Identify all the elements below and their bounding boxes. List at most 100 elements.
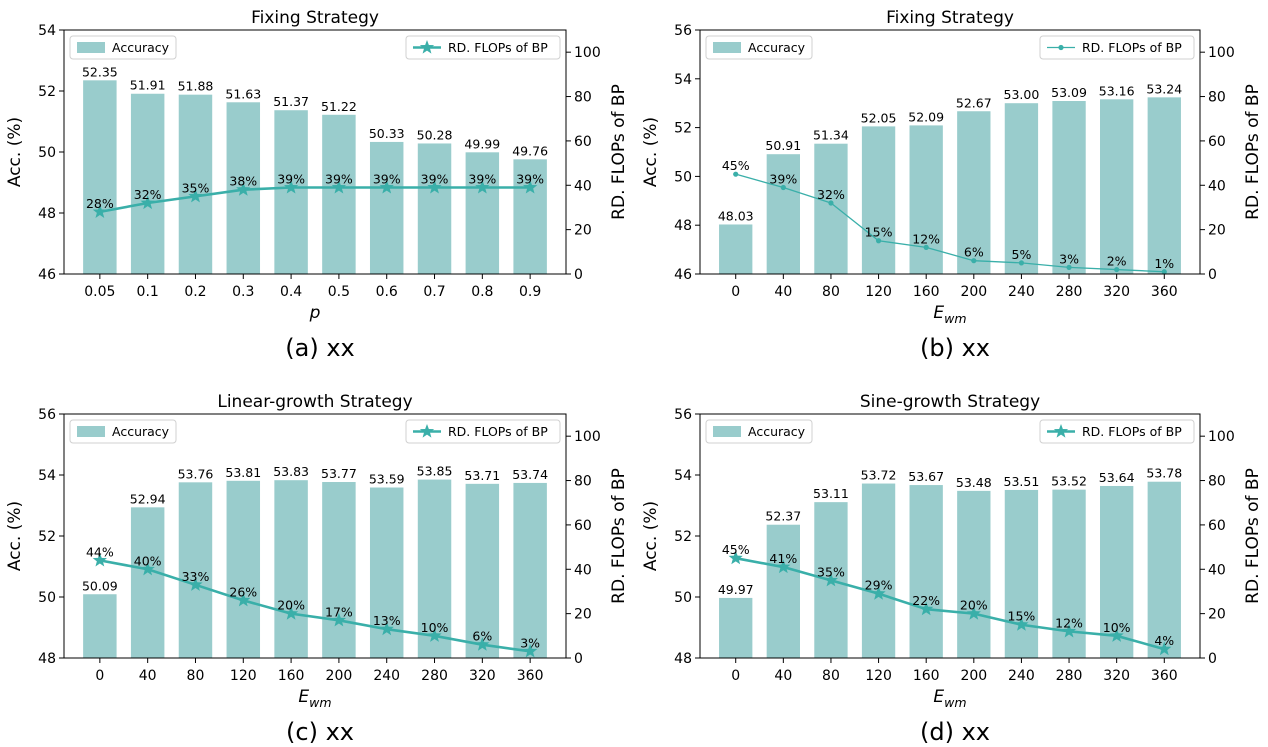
legend-label-flops: RD. FLOPs of BP — [448, 424, 548, 439]
bar-accuracy-0.4 — [274, 110, 308, 274]
x-tick-label: 0.6 — [376, 284, 398, 300]
plot-frame — [699, 29, 1201, 275]
y-tick-label: 52 — [38, 84, 56, 100]
y-axis-label: Acc. (%) — [5, 117, 25, 187]
bar-accuracy-80 — [178, 482, 213, 658]
flops-value-label: 12% — [1055, 615, 1083, 630]
y2-tick-label: 0 — [1208, 651, 1217, 667]
x-tick-label: 0.2 — [184, 284, 206, 300]
y-axis-label: Acc. (%) — [641, 501, 661, 571]
flops-value-label: 10% — [1103, 620, 1131, 635]
flops-point-320 — [1109, 628, 1124, 642]
x-tick-label: 360 — [1151, 284, 1178, 300]
bar-value-label: 49.99 — [464, 136, 500, 151]
bar-value-label: 51.37 — [273, 94, 309, 109]
y2-tick-label: 80 — [1208, 474, 1226, 490]
x-axis-label-subscript: wm — [309, 695, 331, 710]
chart-title: Sine-growth Strategy — [860, 392, 1040, 412]
bar-accuracy-320 — [465, 483, 500, 658]
y-tick-label: 50 — [674, 169, 692, 185]
flops-value-label: 41% — [769, 551, 797, 566]
legend-accuracy: Accuracy — [705, 419, 813, 444]
x-tick-label: 80 — [822, 668, 840, 684]
x-tick-label: 40 — [774, 668, 792, 684]
y-tick-label: 54 — [674, 468, 692, 484]
x-tick-label: 0.05 — [84, 284, 115, 300]
legend-frame — [1039, 419, 1195, 444]
x-tick-label: 0.3 — [232, 284, 254, 300]
legend-flops: RD. FLOPs of BP — [405, 35, 561, 60]
bar-accuracy-280 — [417, 479, 452, 658]
flops-point-0.7 — [427, 179, 442, 194]
x-tick-label: 40 — [139, 668, 157, 684]
bar-accuracy-240 — [369, 487, 404, 658]
bar-accuracy-120 — [226, 480, 261, 658]
flops-point-0 — [92, 552, 107, 567]
bar-accuracy-240 — [1004, 489, 1039, 658]
bar-value-label: 50.33 — [369, 126, 405, 141]
x-tick-label: 0 — [731, 668, 740, 684]
x-tick-label: 80 — [822, 284, 840, 300]
flops-point-360 — [1161, 269, 1167, 275]
y-tick-label: 50 — [38, 145, 56, 161]
flops-value-label: 29% — [865, 578, 893, 593]
x-tick-label: 280 — [421, 668, 448, 684]
x-tick-label: 360 — [1151, 668, 1178, 684]
x-tick-label: 280 — [1056, 668, 1083, 684]
legend-swatch-bar — [77, 42, 105, 53]
y2-tick-label: 40 — [574, 178, 592, 194]
bar-accuracy-0.9 — [513, 159, 547, 274]
legend-frame — [405, 419, 561, 444]
y2-tick-label: 0 — [1208, 267, 1217, 283]
bar-value-label: 52.35 — [82, 64, 118, 79]
flops-point-160 — [919, 601, 934, 616]
y2-tick-label: 100 — [574, 429, 601, 445]
bar-value-label: 53.48 — [956, 475, 992, 490]
flops-value-label: 20% — [960, 598, 988, 613]
bar-value-label: 53.76 — [178, 466, 214, 481]
legend-label-flops: RD. FLOPs of BP — [1082, 424, 1182, 439]
flops-point-0.3 — [236, 182, 251, 196]
legend-swatch-bar — [713, 426, 741, 437]
flops-value-label: 15% — [1008, 609, 1036, 624]
bar-accuracy-360 — [1147, 97, 1181, 274]
chart-title: Fixing Strategy — [886, 8, 1014, 28]
bar-accuracy-120 — [861, 126, 896, 274]
x-axis-label-main: E — [933, 303, 944, 323]
bar-accuracy-200 — [322, 482, 356, 658]
flops-point-0.05 — [92, 204, 107, 218]
bar-value-label: 53.09 — [1051, 85, 1087, 100]
flops-value-label: 39% — [277, 171, 305, 186]
y-tick-label: 52 — [674, 121, 692, 137]
flops-value-label: 6% — [964, 245, 984, 260]
x-axis-label: Ewm — [298, 687, 331, 710]
x-tick-label: 200 — [960, 668, 987, 684]
chart-panel-2: 48.03 50.91 51.34 52.05 52.09 52.67 53.00 53.09… — [641, 8, 1263, 362]
x-tick-label: 0.9 — [519, 284, 541, 300]
x-axis-label: Ewm — [933, 303, 966, 326]
bar-accuracy-160 — [909, 125, 943, 275]
flops-value-label: 5% — [1012, 247, 1032, 262]
legend-marker-star — [1053, 424, 1069, 438]
x-tick-label: 160 — [913, 284, 940, 300]
flops-point-200 — [331, 612, 347, 627]
y2-tick-label: 40 — [574, 562, 592, 578]
y2-tick-label: 80 — [574, 90, 592, 106]
bar-accuracy-0 — [719, 224, 753, 274]
x-tick-label: 40 — [774, 284, 792, 300]
y2-tick-label: 100 — [574, 45, 601, 61]
bar-value-label: 50.91 — [765, 138, 801, 153]
x-tick-label: 0.8 — [471, 284, 493, 300]
legend-frame — [405, 35, 561, 60]
bar-accuracy-0 — [83, 594, 117, 658]
y2-axis-label: RD. FLOPs of BP — [1243, 468, 1263, 604]
flops-point-360 — [1157, 641, 1172, 656]
y2-axis-label: RD. FLOPs of BP — [1243, 84, 1263, 220]
x-axis-label-subscript: wm — [944, 311, 966, 326]
y2-axis-label: RD. FLOPs of BP — [609, 84, 629, 220]
y2-tick-label: 100 — [1208, 45, 1235, 61]
legend-swatch-bar — [77, 426, 105, 437]
flops-point-0.2 — [188, 188, 203, 203]
flops-point-160 — [923, 244, 929, 250]
